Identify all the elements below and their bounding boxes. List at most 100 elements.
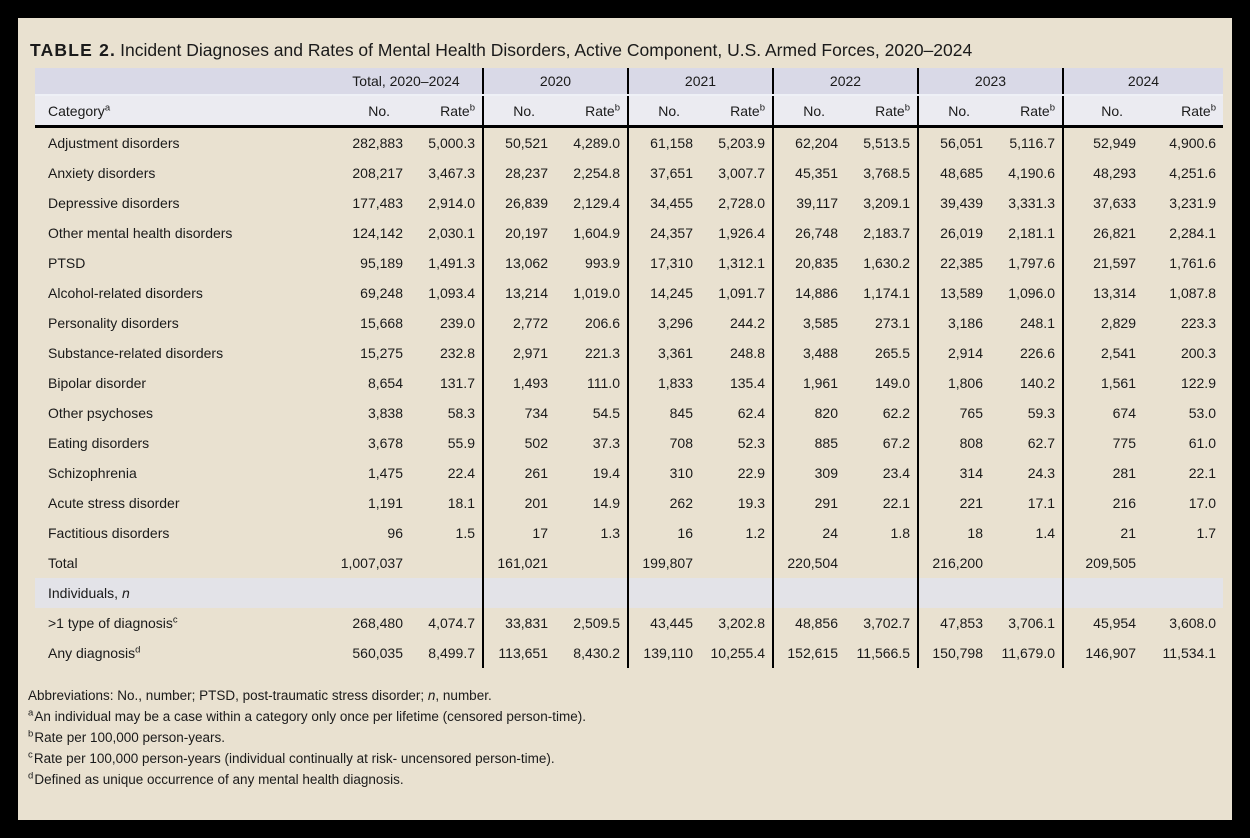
cell-rate: 135.4	[729, 375, 765, 391]
cell-no: 13,314	[1062, 278, 1141, 308]
cell-rate: 19.3	[737, 495, 765, 511]
cell-no: 17	[482, 518, 553, 548]
no-column-header: No.	[772, 95, 843, 128]
cell-rate: 206.6	[584, 315, 620, 331]
cell-no: 208,217	[352, 165, 403, 181]
footnote: a An individual may be a case within a c…	[28, 707, 586, 724]
cell-no: 3,186	[917, 308, 988, 338]
cell-no: 1,561	[1062, 368, 1141, 398]
cell-no: 26,748	[772, 218, 843, 248]
cell-no: 3,488	[772, 338, 843, 368]
cell-no: 13,589	[917, 278, 988, 308]
table-row: Other psychoses 3,838 58.3 734 54.5 845 62.4 82…	[35, 398, 1223, 428]
cell-rate: 232.8	[439, 345, 475, 361]
cell-rate: 226.6	[1019, 345, 1055, 361]
abbreviations-note: Abbreviations: No., number; PTSD, post-t…	[28, 688, 492, 703]
cell-no: 15,275	[360, 345, 403, 361]
cell-rate: 37.3	[592, 435, 620, 451]
column-header-row: Categorya No. Rateb No. Rateb No. Rateb No. Rate…	[35, 95, 1223, 128]
cell-rate: 1,797.6	[1008, 255, 1055, 271]
cell-no: 1,961	[772, 368, 843, 398]
table-row: Anxiety disorders 208,217 3,467.3 28,237 2,2…	[35, 158, 1223, 188]
row-label: Factitious disorders	[48, 525, 170, 541]
cell-no: 14,245	[627, 278, 698, 308]
cell-rate: 2,914.0	[428, 195, 475, 211]
table-row: Substance-related disorders 15,275 232.8 2,…	[35, 338, 1223, 368]
cell-no: 209,505	[1062, 548, 1141, 578]
cell-rate: 248.8	[729, 345, 765, 361]
cell-rate: 1,604.9	[573, 225, 620, 241]
cell-no: 1,833	[627, 368, 698, 398]
year-header-row: Total, 2020–2024 2020 2021 2022 2023 2024	[35, 68, 1223, 96]
cell-no: 291	[772, 488, 843, 518]
cell-rate: 3,209.1	[863, 195, 910, 211]
cell-rate: 3,231.9	[1169, 195, 1216, 211]
cell-rate: 8,499.7	[428, 645, 475, 661]
no-column-header: No.	[330, 95, 408, 128]
cell-rate: 200.3	[1180, 345, 1216, 361]
cell-rate: 1,091.7	[718, 285, 765, 301]
cell-rate: 1.3	[600, 525, 620, 541]
cell-no: 560,035	[352, 645, 403, 661]
cell-rate: 17.1	[1027, 495, 1055, 511]
table-caption: Incident Diagnoses and Rates of Mental H…	[120, 40, 973, 60]
cell-rate: 2,129.4	[573, 195, 620, 211]
cell-no: 161,021	[482, 548, 553, 578]
cell-no: 37,633	[1062, 188, 1141, 218]
cell-no: 47,853	[917, 608, 988, 638]
cell-rate: 3,702.7	[863, 615, 910, 631]
cell-rate: 140.2	[1019, 375, 1055, 391]
cell-rate: 22.4	[447, 465, 475, 481]
cell-no: 268,480	[352, 615, 403, 631]
cell-no: 15,668	[360, 315, 403, 331]
row-label: Depressive disorders	[48, 195, 180, 211]
cell-rate: 54.5	[592, 405, 620, 421]
cell-no: 261	[482, 458, 553, 488]
cell-no: 21	[1062, 518, 1141, 548]
row-label: Other psychoses	[48, 405, 154, 421]
row-label: Total	[48, 555, 78, 571]
cell-no: 775	[1062, 428, 1141, 458]
cell-rate: 223.3	[1180, 315, 1216, 331]
cell-rate: 1.5	[455, 525, 475, 541]
cell-rate: 1,096.0	[1008, 285, 1055, 301]
cell-rate: 5,000.3	[428, 135, 475, 151]
footnote: d Defined as unique occurrence of any me…	[28, 770, 404, 787]
cell-no: 885	[772, 428, 843, 458]
table-row: Personality disorders 15,668 239.0 2,772 206…	[35, 308, 1223, 338]
cell-no: 282,883	[352, 135, 403, 151]
cell-rate: 1,926.4	[718, 225, 765, 241]
cell-no: 69,248	[360, 285, 403, 301]
cell-no: 221	[917, 488, 988, 518]
cell-no: 43,445	[627, 608, 698, 638]
cell-rate: 265.5	[874, 345, 910, 361]
cell-no	[772, 578, 843, 608]
cell-rate: 4,900.6	[1169, 135, 1216, 151]
cell-no: 2,971	[482, 338, 553, 368]
cell-no: 113,651	[482, 638, 553, 668]
cell-no: 21,597	[1062, 248, 1141, 278]
year-group-header: 2024	[1062, 68, 1223, 96]
cell-rate: 221.3	[584, 345, 620, 361]
rate-column-header: Rateb	[1141, 95, 1223, 128]
cell-no: 3,585	[772, 308, 843, 338]
cell-rate: 8,430.2	[573, 645, 620, 661]
cell-no: 708	[627, 428, 698, 458]
table-card: TABLE 2. Incident Diagnoses and Rates of …	[18, 18, 1232, 820]
row-label: Alcohol-related disorders	[48, 285, 203, 301]
cell-rate: 23.4	[882, 465, 910, 481]
cell-rate: 1,174.1	[863, 285, 910, 301]
cell-no	[482, 578, 553, 608]
row-label: Personality disorders	[48, 315, 179, 331]
cell-rate: 1,093.4	[428, 285, 475, 301]
cell-rate: 2,284.1	[1169, 225, 1216, 241]
cell-no	[917, 578, 988, 608]
cell-rate: 3,608.0	[1169, 615, 1216, 631]
cell-rate: 1.8	[890, 525, 910, 541]
cell-no: 61,158	[627, 126, 698, 158]
table-row: PTSD 95,189 1,491.3 13,062 993.9 17,310 1,312.…	[35, 248, 1223, 278]
cell-no: 37,651	[627, 158, 698, 188]
total-row: Total 1,007,037 161,021 199,807 220,504 216,2…	[35, 548, 1223, 578]
row-label: Other mental health disorders	[48, 225, 233, 241]
